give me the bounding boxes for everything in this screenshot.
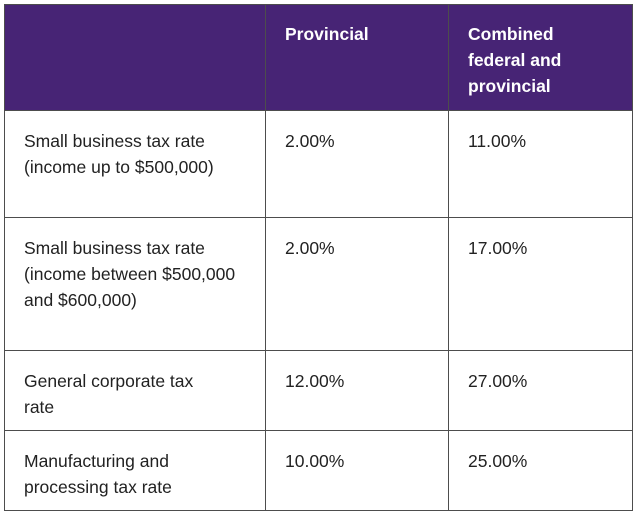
combined-rate: 27.00% xyxy=(448,350,633,431)
row-label: General corporate tax rate xyxy=(4,350,266,431)
combined-rate: 25.00% xyxy=(448,430,633,511)
provincial-rate: 12.00% xyxy=(265,350,449,431)
header-empty xyxy=(4,4,266,111)
row-label: Small business tax rate (income up to $5… xyxy=(4,110,266,218)
table-row: Manufacturing and processing tax rate 10… xyxy=(4,430,633,511)
table-row: Small business tax rate (income between … xyxy=(4,217,633,351)
row-label: Small business tax rate (income between … xyxy=(4,217,266,351)
provincial-rate: 2.00% xyxy=(265,217,449,351)
header-row: Provincial Combined federal and provinci… xyxy=(4,4,633,111)
header-provincial: Provincial xyxy=(265,4,449,111)
provincial-rate: 2.00% xyxy=(265,110,449,218)
table-row: General corporate tax rate 12.00% 27.00% xyxy=(4,350,633,431)
combined-rate: 17.00% xyxy=(448,217,633,351)
combined-rate: 11.00% xyxy=(448,110,633,218)
provincial-rate: 10.00% xyxy=(265,430,449,511)
table-row: Small business tax rate (income up to $5… xyxy=(4,110,633,218)
tax-rate-table: Provincial Combined federal and provinci… xyxy=(4,4,633,511)
header-combined: Combined federal and provincial xyxy=(448,4,633,111)
row-label: Manufacturing and processing tax rate xyxy=(4,430,266,511)
